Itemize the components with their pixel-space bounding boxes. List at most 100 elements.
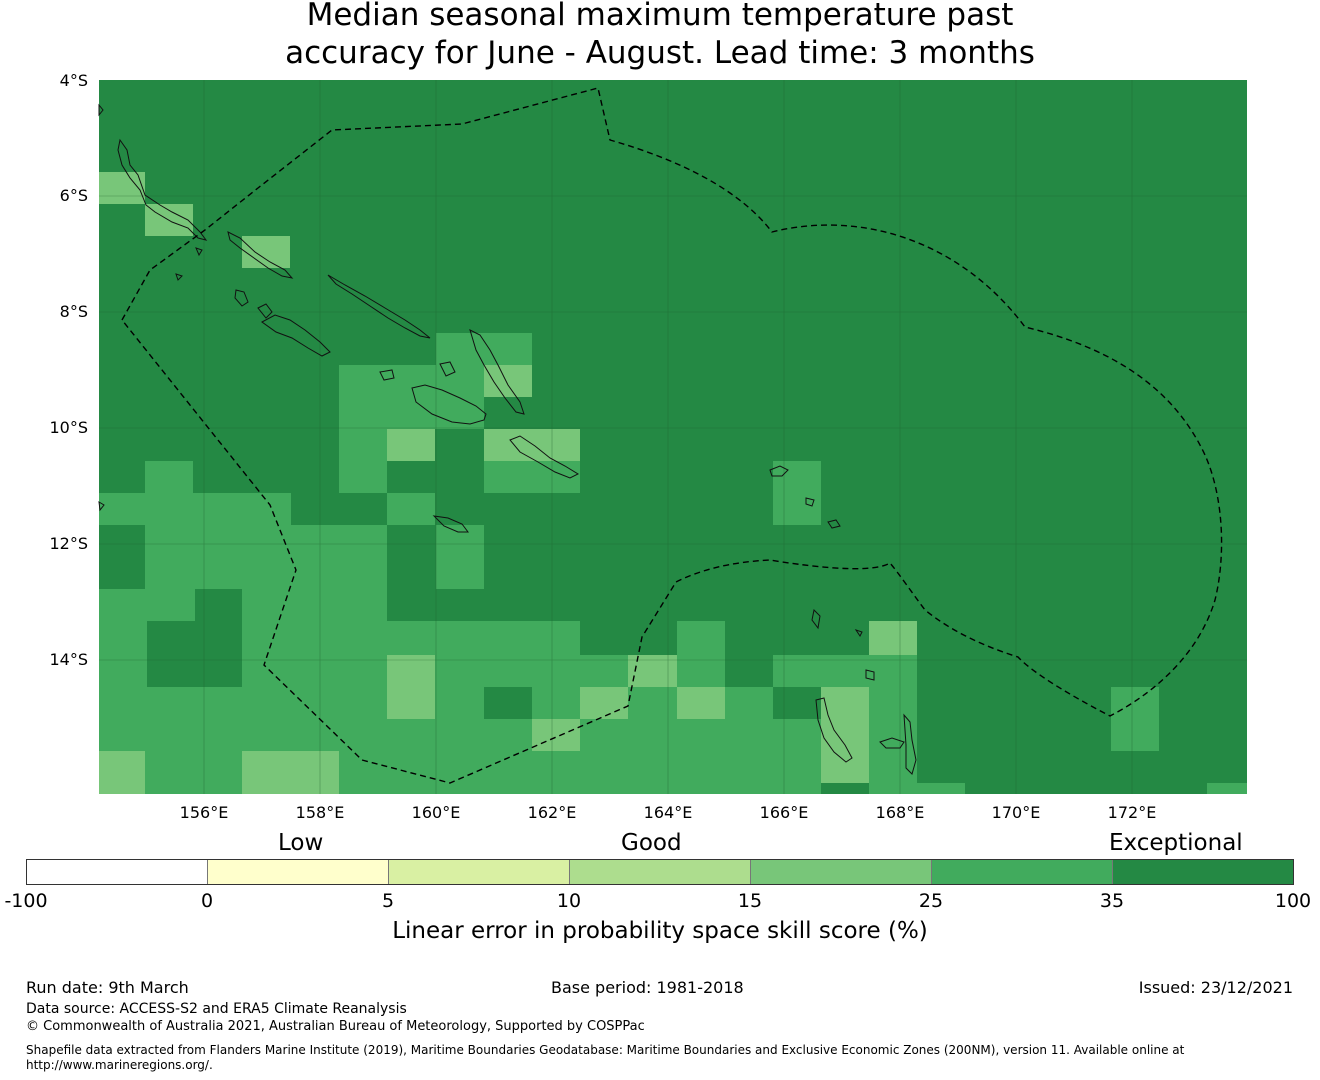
- lat-label-4s: 4°S: [59, 71, 88, 90]
- skill-score-cells: [99, 172, 1247, 794]
- island-bougainville: [117, 138, 208, 241]
- island-florida: [439, 361, 456, 377]
- island-nendo: [769, 465, 789, 477]
- issued-date: Issued: 23/12/2021: [1138, 978, 1293, 997]
- colorbar-tick: 35: [1099, 890, 1125, 912]
- grid-cell: [99, 493, 291, 525]
- lon-label-172e: 172°E: [1107, 803, 1157, 822]
- islet: [811, 608, 821, 630]
- grid-cell: [773, 461, 821, 525]
- island-russell: [379, 369, 395, 381]
- islet: [175, 273, 183, 281]
- colorbar-segment: [208, 860, 389, 884]
- grid-cell: [773, 655, 869, 687]
- island-malekula: [879, 737, 905, 749]
- grid-cell: [339, 397, 484, 429]
- grid-cell: [869, 783, 965, 794]
- grid-cell: [677, 687, 725, 719]
- colorbar-tick: -100: [4, 890, 48, 912]
- grid-cell: [339, 365, 484, 397]
- island-banks: [865, 669, 875, 681]
- lon-label-166e: 166°E: [759, 803, 809, 822]
- legend-category-good: Good: [621, 830, 682, 856]
- grid-cell: [484, 429, 580, 461]
- grid-cell: [532, 751, 580, 794]
- legend-category-low: Low: [278, 830, 324, 856]
- grid-cell: [242, 621, 580, 655]
- colorbar-segment: [932, 860, 1113, 884]
- island-espiritu-santo: [815, 697, 853, 763]
- grid-cell: [628, 687, 677, 719]
- island-new-georgia: [261, 314, 331, 357]
- copyright: © Commonwealth of Australia 2021, Austra…: [26, 1019, 645, 1034]
- islet-west: [98, 103, 104, 117]
- colorbar-tick: 100: [1274, 890, 1312, 912]
- island-tikopia: [827, 519, 841, 529]
- grid-cell: [869, 687, 917, 783]
- colorbar-tick: 10: [556, 890, 582, 912]
- colorbar-tick: 15: [737, 890, 763, 912]
- grid-cell: [145, 461, 193, 493]
- grid-cell: [99, 621, 147, 687]
- lat-label-10s: 10°S: [49, 418, 88, 437]
- data-source: Data source: ACCESS-S2 and ERA5 Climate …: [26, 1001, 407, 1017]
- lon-label-164e: 164°E: [643, 803, 693, 822]
- grid-cell: [99, 172, 145, 204]
- legend-category-exceptional: Exceptional: [1109, 830, 1243, 856]
- colorbar-title: Linear error in probability space skill …: [392, 918, 928, 944]
- title-line-2: accuracy for June - August. Lead time: 3…: [285, 35, 1035, 71]
- island-rennell: [432, 515, 469, 533]
- eez-boundary: [121, 87, 1223, 784]
- grid-cell: [435, 655, 628, 687]
- base-period: Base period: 1981-2018: [551, 978, 744, 997]
- lon-label-168e: 168°E: [875, 803, 925, 822]
- grid-cell: [869, 655, 917, 687]
- lat-label-14s: 14°S: [49, 650, 88, 669]
- grid-cell: [677, 655, 725, 687]
- shapefile-credit-line-2: http://www.marineregions.org/.: [26, 1058, 213, 1072]
- run-date: Run date: 9th March: [26, 978, 189, 997]
- lon-label-162e: 162°E: [527, 803, 577, 822]
- lat-label-12s: 12°S: [49, 534, 88, 553]
- grid-cell: [145, 751, 242, 794]
- grid-cell: [869, 621, 917, 655]
- graticule: [99, 80, 1247, 794]
- island-malaita: [469, 329, 525, 415]
- skill-score-map: [98, 80, 1247, 794]
- islet: [195, 247, 203, 257]
- colorbar-segment: [570, 860, 751, 884]
- grid-cell: [242, 655, 387, 687]
- island-kolombangara: [257, 303, 273, 319]
- grid-cell: [1111, 687, 1159, 751]
- grid-cell: [387, 719, 532, 794]
- grid-cell: [242, 751, 339, 794]
- grid-cell: [580, 687, 628, 719]
- grid-cell: [339, 751, 387, 794]
- grid-cell: [339, 429, 387, 493]
- colorbar-segment: [389, 860, 570, 884]
- island-santa-isabel: [327, 274, 431, 339]
- grid-cell: [725, 687, 773, 719]
- grid-cell: [532, 719, 580, 751]
- lon-label-160e: 160°E: [411, 803, 461, 822]
- grid-cell: [580, 719, 821, 794]
- grid-cell: [99, 687, 387, 751]
- colorbar-tick: 25: [918, 890, 944, 912]
- grid-cell: [99, 589, 195, 621]
- grid-cell: [436, 525, 484, 589]
- grid-cell: [1207, 783, 1247, 794]
- colorbar-tick: 5: [381, 890, 395, 912]
- island-guadalcanal: [411, 384, 487, 425]
- grid-cell: [628, 655, 677, 687]
- colorbar-segment: [751, 860, 932, 884]
- lon-label-158e: 158°E: [295, 803, 345, 822]
- lat-label-8s: 8°S: [59, 302, 88, 321]
- colorbar-tick: 0: [200, 890, 214, 912]
- island-makira: [509, 435, 580, 479]
- grid-cell: [99, 751, 145, 794]
- island-vanikoro: [805, 497, 815, 507]
- island-choiseul: [227, 231, 294, 279]
- grid-cell: [145, 525, 387, 557]
- grid-cell: [387, 493, 435, 525]
- islet: [854, 629, 863, 637]
